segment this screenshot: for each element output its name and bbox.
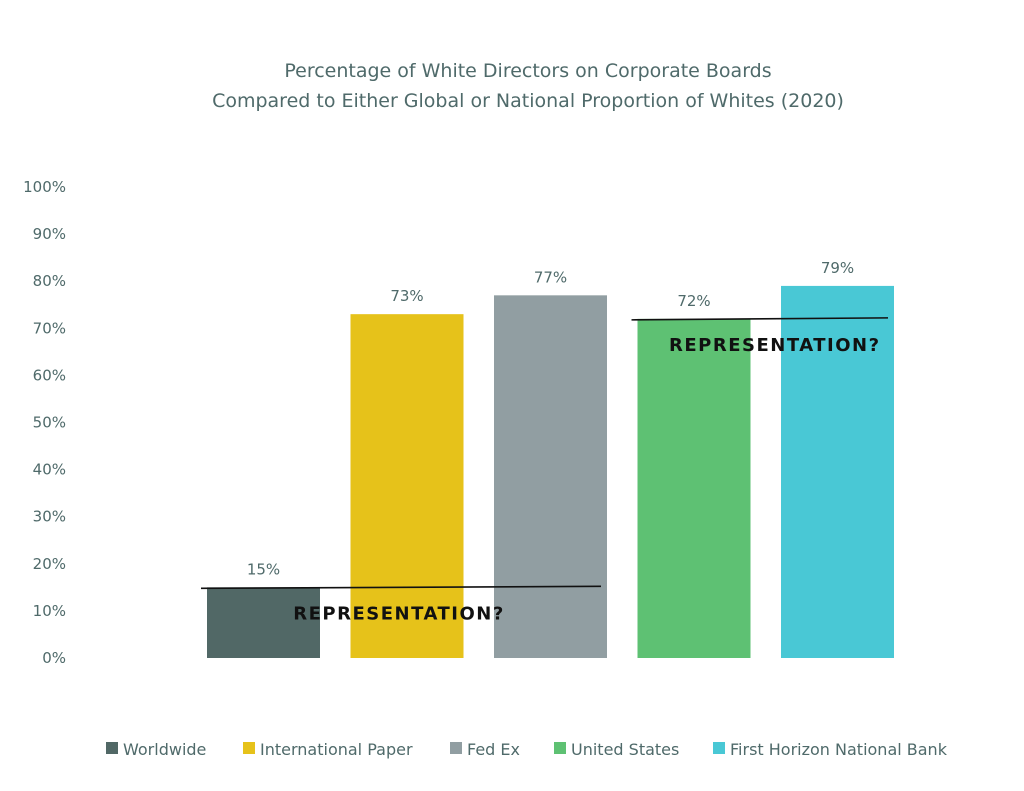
y-axis: 0% 10% 20% 30% 40% 50% 60% 70% 80% 90% 100% [23, 178, 66, 667]
bar [207, 587, 320, 658]
legend-swatch [554, 742, 566, 754]
legend-swatch [713, 742, 725, 754]
legend-swatch [243, 742, 255, 754]
legend: Worldwide International Paper Fed Ex United… [106, 740, 948, 759]
annotation-line [631, 317, 889, 321]
annotations: REPRESENTATION? REPRESENTATION? [200, 317, 889, 624]
data-label: 72% [677, 292, 710, 310]
y-tick-label: 30% [33, 508, 66, 526]
annotation-label: REPRESENTATION? [669, 335, 881, 356]
data-label: 77% [534, 268, 567, 286]
legend-label: International Paper [260, 740, 413, 759]
bars [207, 285, 894, 658]
bar [637, 318, 751, 658]
y-tick-label: 60% [33, 366, 66, 384]
legend-label: First Horizon National Bank [730, 740, 948, 759]
legend-label: United States [571, 740, 679, 759]
chart-title-line-1: Percentage of White Directors on Corpora… [284, 60, 771, 82]
y-tick-label: 90% [33, 225, 66, 243]
y-tick-label: 50% [33, 414, 66, 432]
y-tick-label: 70% [33, 319, 66, 337]
legend-swatch [450, 742, 462, 754]
legend-label: Fed Ex [467, 740, 520, 759]
y-tick-label: 80% [33, 272, 66, 290]
bar [781, 285, 894, 658]
data-label: 73% [390, 287, 423, 305]
legend-swatch [106, 742, 118, 754]
annotation-label: REPRESENTATION? [293, 603, 505, 624]
data-labels: 15% 73% 77% 72% 79% [247, 259, 854, 578]
data-label: 79% [821, 259, 854, 277]
y-tick-label: 100% [23, 178, 66, 196]
data-label: 15% [247, 560, 280, 578]
chart-title-line-2: Compared to Either Global or National Pr… [212, 90, 844, 112]
y-tick-label: 40% [33, 461, 66, 479]
bar [350, 314, 464, 658]
annotation-line [200, 585, 602, 590]
legend-label: Worldwide [123, 740, 206, 759]
y-tick-label: 20% [33, 555, 66, 573]
bar [494, 295, 607, 658]
y-tick-label: 0% [42, 649, 66, 667]
y-tick-label: 10% [33, 602, 66, 620]
chart-title: Percentage of White Directors on Corpora… [212, 60, 844, 112]
